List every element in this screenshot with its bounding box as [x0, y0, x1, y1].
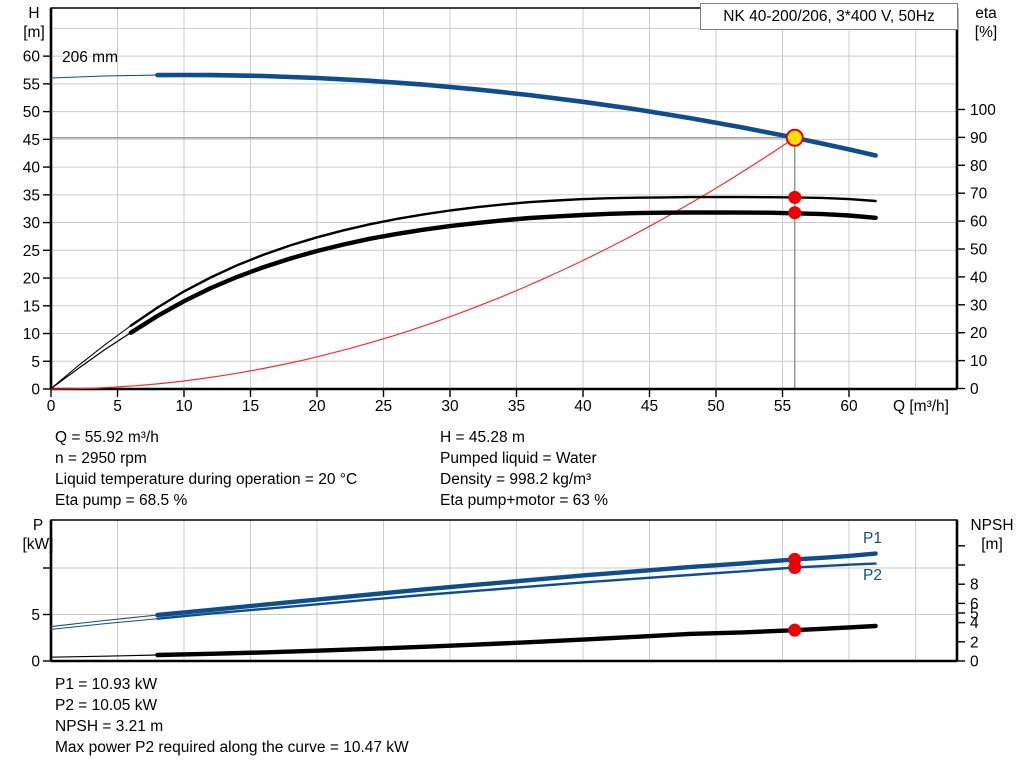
- marker-P2: [788, 561, 802, 575]
- p-axis-title-line2: [kW]: [22, 536, 54, 553]
- svg-text:30: 30: [23, 215, 41, 232]
- svg-text:40: 40: [23, 160, 41, 177]
- svg-text:5: 5: [113, 398, 122, 415]
- info-p2: P2 = 10.05 kW: [55, 697, 158, 714]
- svg-text:25: 25: [23, 243, 40, 260]
- svg-text:45: 45: [641, 398, 658, 415]
- marker-NPSH: [788, 623, 802, 637]
- impeller-diameter-label: 206 mm: [62, 49, 118, 66]
- svg-text:5: 5: [31, 607, 40, 624]
- info-pumped-liquid: Pumped liquid = Water: [440, 450, 597, 467]
- svg-text:5: 5: [970, 606, 979, 623]
- svg-text:20: 20: [308, 398, 326, 415]
- bottom-P1-curve: [50, 551, 878, 628]
- h-axis-title-line2: [m]: [23, 24, 45, 41]
- bottom-P2-curve: [50, 562, 877, 630]
- pump-title-box: NK 40-200/206, 3*400 V, 50Hz: [700, 3, 958, 30]
- top-eta-pump-curve: [50, 195, 877, 389]
- svg-text:4: 4: [970, 615, 979, 632]
- bottom-NPSH-curve: [50, 623, 878, 658]
- svg-text:30: 30: [970, 297, 988, 314]
- h-axis-title: H [m]: [16, 4, 52, 42]
- info-liquid-temp: Liquid temperature during operation = 20…: [55, 471, 358, 488]
- marker-dots: [788, 190, 802, 637]
- duty-indicator-lines: [51, 137, 796, 389]
- svg-text:55: 55: [774, 398, 791, 415]
- svg-text:8: 8: [970, 577, 979, 594]
- system-curve: [50, 137, 796, 390]
- duty-point-group: [785, 128, 804, 147]
- top-eta-pump-motor-curve: [50, 210, 878, 390]
- info-q: Q = 55.92 m³/h: [55, 429, 159, 446]
- svg-text:60: 60: [840, 398, 858, 415]
- info-speed: n = 2950 rpm: [55, 450, 147, 467]
- svg-text:90: 90: [970, 130, 988, 147]
- svg-text:20: 20: [23, 271, 41, 288]
- eta-axis-title: eta [%]: [965, 4, 1007, 42]
- svg-text:0: 0: [31, 654, 40, 671]
- axis-ticks-and-labels: 6055504540353025201510501009080706050403…: [23, 49, 996, 671]
- svg-text:Q [m³/h]: Q [m³/h]: [893, 398, 949, 415]
- svg-text:60: 60: [23, 49, 41, 66]
- info-eta-pump: Eta pump = 68.5 %: [55, 492, 188, 509]
- svg-text:40: 40: [574, 398, 592, 415]
- svg-text:0: 0: [31, 382, 40, 399]
- npsh-axis-title: NPSH [m]: [964, 516, 1020, 554]
- h-axis-title-line1: H: [28, 5, 40, 22]
- svg-text:40: 40: [970, 269, 988, 286]
- svg-text:30: 30: [441, 398, 459, 415]
- info-eta-pump-motor: Eta pump+motor = 63 %: [440, 492, 609, 509]
- svg-text:2: 2: [970, 634, 979, 651]
- info-max-power: Max power P2 required along the curve = …: [55, 739, 409, 756]
- eta-axis-title-line1: eta: [975, 5, 997, 22]
- top-head-206mm-curve: [50, 72, 878, 158]
- chart-frames: [49, 7, 959, 663]
- svg-text:45: 45: [23, 132, 40, 149]
- svg-text:50: 50: [970, 242, 988, 259]
- svg-text:6: 6: [970, 596, 979, 613]
- svg-text:55: 55: [23, 76, 40, 93]
- duty-info-left: Q = 55.92 m³/h n = 2950 rpm Liquid tempe…: [55, 427, 357, 511]
- svg-text:15: 15: [23, 298, 40, 315]
- power-info-block: P1 = 10.93 kW P2 = 10.05 kW NPSH = 3.21 …: [55, 674, 409, 758]
- svg-text:0: 0: [970, 381, 979, 398]
- npsh-axis-title-line1: NPSH: [970, 517, 1014, 534]
- eta-axis-title-line2: [%]: [974, 24, 998, 41]
- svg-text:10: 10: [23, 326, 41, 343]
- svg-text:80: 80: [970, 158, 988, 175]
- svg-text:0: 0: [47, 398, 56, 415]
- svg-text:5: 5: [31, 354, 40, 371]
- duty-point[interactable]: [785, 128, 804, 147]
- svg-text:10: 10: [970, 353, 988, 370]
- info-p1: P1 = 10.93 kW: [55, 676, 158, 693]
- svg-text:50: 50: [707, 398, 725, 415]
- gridlines: [51, 8, 957, 661]
- svg-text:35: 35: [23, 187, 40, 204]
- p-axis-title: P [kW]: [18, 516, 58, 554]
- info-h: H = 45.28 m: [440, 429, 525, 446]
- svg-text:35: 35: [508, 398, 525, 415]
- duty-info-right: H = 45.28 m Pumped liquid = Water Densit…: [440, 427, 608, 511]
- marker-eta-pump: [788, 190, 802, 204]
- svg-text:60: 60: [970, 214, 988, 231]
- svg-text:15: 15: [242, 398, 259, 415]
- p1-curve-label: P1: [863, 530, 882, 547]
- svg-text:100: 100: [970, 102, 996, 119]
- info-npsh: NPSH = 3.21 m: [55, 718, 164, 735]
- npsh-axis-title-line2: [m]: [981, 536, 1003, 553]
- svg-text:25: 25: [375, 398, 392, 415]
- info-density: Density = 998.2 kg/m³: [440, 471, 592, 488]
- svg-text:50: 50: [23, 104, 41, 121]
- svg-text:10: 10: [175, 398, 193, 415]
- svg-text:70: 70: [970, 186, 988, 203]
- p2-curve-label: P2: [863, 567, 882, 584]
- svg-text:20: 20: [970, 325, 988, 342]
- p-axis-title-line1: P: [32, 517, 44, 534]
- marker-eta-pump-motor: [788, 206, 802, 220]
- svg-text:0: 0: [970, 654, 979, 671]
